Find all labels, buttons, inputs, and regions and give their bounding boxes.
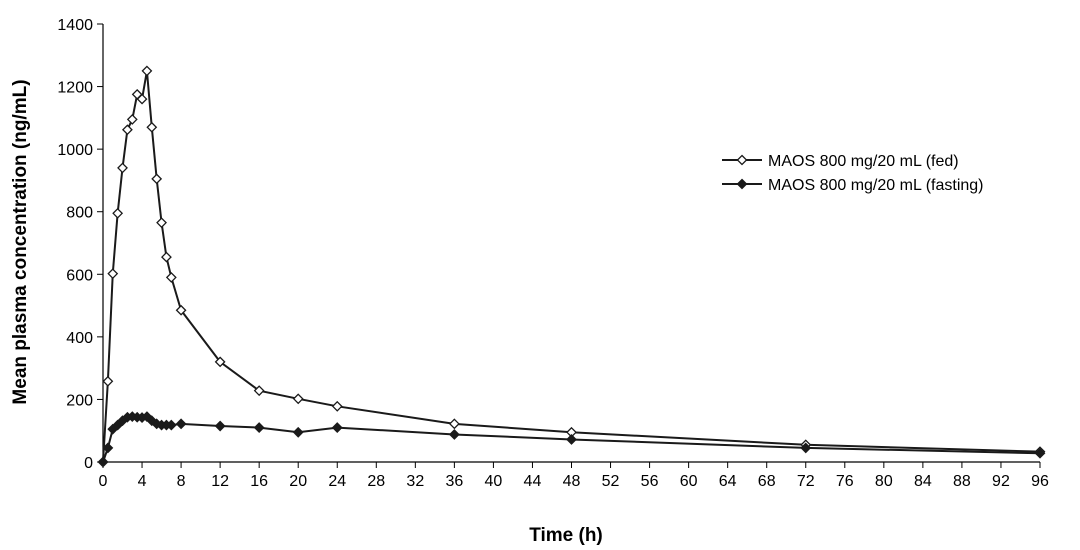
y-axis-ticks: 0 200 400 600 800 1000 1200 1400 xyxy=(57,17,103,472)
data-point xyxy=(165,419,177,431)
y-tick-label: 0 xyxy=(84,455,93,472)
data-point xyxy=(107,268,119,280)
data-point xyxy=(1034,447,1046,459)
data-point xyxy=(292,393,304,405)
x-tick-label: 36 xyxy=(445,473,463,490)
x-tick-label: 84 xyxy=(914,473,932,490)
data-point xyxy=(175,304,187,316)
axes xyxy=(102,24,1040,463)
x-tick-label: 4 xyxy=(138,473,147,490)
x-tick-label: 92 xyxy=(992,473,1010,490)
data-point xyxy=(253,422,265,434)
legend-item: MAOS 800 mg/20 mL (fasting) xyxy=(722,177,984,194)
data-point xyxy=(112,207,124,219)
series-line xyxy=(102,70,1041,463)
data-point xyxy=(214,356,226,368)
y-tick-label: 400 xyxy=(66,330,93,347)
data-point xyxy=(161,251,172,263)
data-point xyxy=(126,114,138,125)
legend-label: MAOS 800 mg/20 mL (fasting) xyxy=(768,177,984,194)
data-point xyxy=(102,442,114,454)
data-point xyxy=(102,375,114,387)
data-point xyxy=(175,418,187,430)
legend: MAOS 800 mg/20 mL (fed) MAOS 800 mg/20 mL… xyxy=(722,153,984,194)
x-tick-label: 64 xyxy=(719,473,737,490)
data-point xyxy=(156,217,167,229)
x-tick-label: 96 xyxy=(1031,473,1049,490)
x-tick-label: 72 xyxy=(797,473,815,490)
x-tick-label: 12 xyxy=(211,473,229,490)
data-point xyxy=(448,418,460,430)
x-tick-label: 52 xyxy=(602,473,620,490)
legend-marker xyxy=(736,154,748,166)
x-tick-label: 40 xyxy=(485,473,503,490)
data-point xyxy=(566,434,577,445)
data-point xyxy=(800,442,812,454)
x-tick-label: 20 xyxy=(289,473,307,490)
series-layer xyxy=(97,65,1046,468)
data-point xyxy=(117,162,128,174)
x-tick-label: 8 xyxy=(177,473,186,490)
data-point xyxy=(165,271,177,283)
y-tick-label: 1000 xyxy=(57,142,93,159)
x-tick-label: 76 xyxy=(836,473,854,490)
y-tick-label: 1400 xyxy=(57,17,93,34)
y-tick-label: 800 xyxy=(66,205,93,222)
data-point xyxy=(331,400,343,412)
series-fasting xyxy=(97,411,1046,468)
data-point xyxy=(136,93,148,105)
data-point xyxy=(448,429,460,440)
y-tick-label: 600 xyxy=(66,267,93,284)
data-point xyxy=(97,456,109,468)
x-axis-title: Time (h) xyxy=(529,525,603,546)
y-axis-title: Mean plasma concentration (ng/mL) xyxy=(10,79,31,404)
legend-item: MAOS 800 mg/20 mL (fed) xyxy=(722,153,959,170)
data-point xyxy=(331,422,343,434)
x-tick-label: 28 xyxy=(367,473,385,490)
data-point xyxy=(253,385,265,397)
x-tick-label: 16 xyxy=(250,473,268,490)
data-point xyxy=(146,121,158,133)
data-point xyxy=(292,426,304,438)
x-tick-label: 0 xyxy=(99,473,108,490)
data-point xyxy=(121,124,133,136)
x-tick-label: 32 xyxy=(406,473,424,490)
x-tick-label: 24 xyxy=(328,473,346,490)
x-tick-label: 80 xyxy=(875,473,893,490)
y-tick-label: 1200 xyxy=(57,80,93,97)
x-tick-label: 68 xyxy=(758,473,776,490)
x-tick-label: 44 xyxy=(524,473,542,490)
legend-marker xyxy=(736,178,748,190)
series-fed xyxy=(97,65,1046,468)
data-point xyxy=(151,173,163,185)
data-point xyxy=(141,65,153,77)
x-tick-label: 48 xyxy=(563,473,581,490)
x-tick-label: 60 xyxy=(680,473,698,490)
x-axis-ticks: 0 4 8 12 16 20 24 28 32 36 40 44 48 52 56 60 64 68 72 76 80 8… xyxy=(99,462,1049,490)
y-tick-label: 200 xyxy=(66,392,93,409)
x-tick-label: 88 xyxy=(953,473,971,490)
data-point xyxy=(146,415,158,427)
legend-label: MAOS 800 mg/20 mL (fed) xyxy=(768,153,959,170)
x-tick-label: 56 xyxy=(641,473,659,490)
data-point xyxy=(214,420,226,432)
